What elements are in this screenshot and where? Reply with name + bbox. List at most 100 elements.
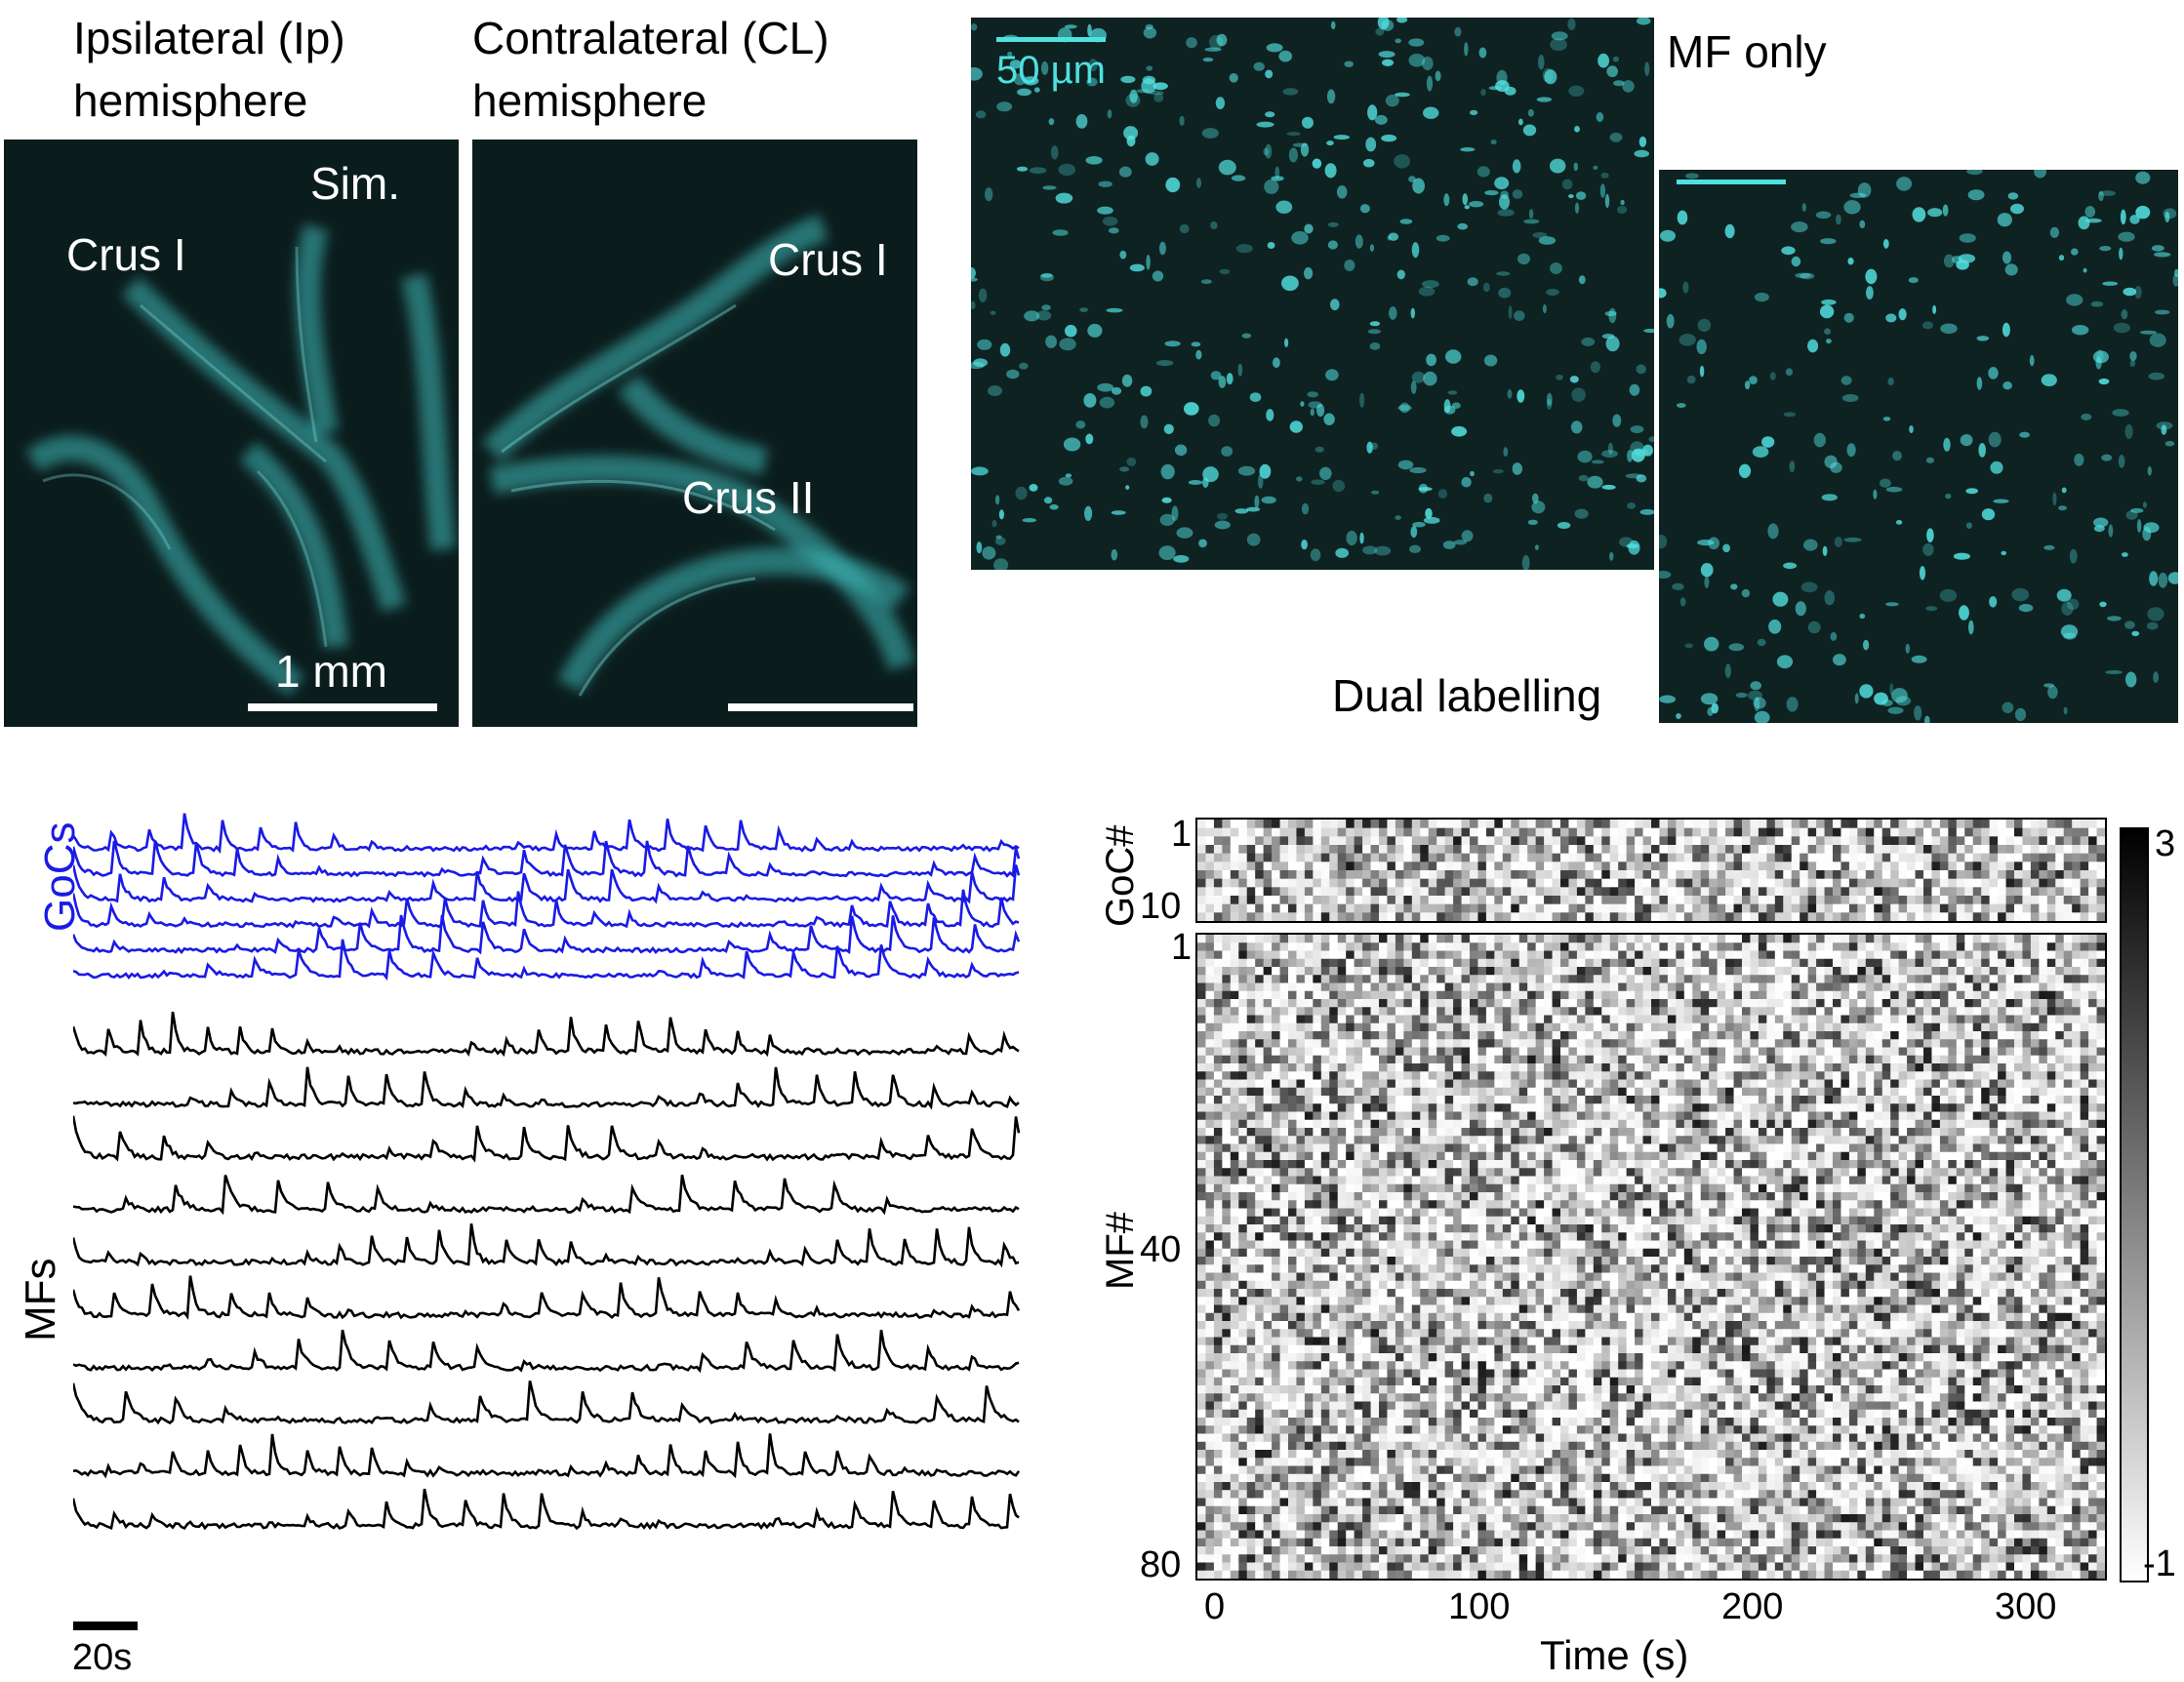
mf-heat-cell [1197, 1055, 1207, 1064]
mf-heat-cell [2080, 1047, 2089, 1057]
mf-bouton [996, 101, 1013, 112]
mf-heat-cell [1354, 942, 1363, 952]
labelled-cell [1939, 588, 1958, 602]
mf-heat-cell [1354, 982, 1363, 992]
mf-heat-cell [1346, 990, 1355, 1000]
goc-heat-cell [1898, 820, 1908, 829]
goc-heat-cell [1840, 845, 1850, 855]
goc-heat-cell [1593, 836, 1602, 846]
mf-heat-cell [1222, 958, 1232, 968]
mf-heat-cell [2072, 967, 2082, 976]
mf-heat-cell [1766, 1071, 1776, 1081]
mf-heat-cell [1387, 1111, 1396, 1121]
goc-heat-cell [1816, 853, 1826, 862]
mf-heat-cell [1403, 1087, 1413, 1097]
mf-heat-cell [1461, 1031, 1471, 1040]
goc-heat-cell [1750, 887, 1759, 897]
goc-heat-cell [1989, 896, 1999, 905]
mf-heat-cell [1485, 1136, 1495, 1145]
mf-heat-cell [2063, 982, 2073, 992]
mf-heat-cell [1750, 1063, 1759, 1072]
mf-heat-cell [1956, 1047, 1965, 1057]
mf-heat-cell [2014, 967, 2024, 976]
labelled-cell [1874, 692, 1888, 705]
goc-heat-cell [1354, 836, 1363, 846]
mf-bouton [1304, 223, 1314, 234]
mf-heat-cell [1395, 958, 1404, 968]
goc-heat-cell [1931, 870, 1941, 880]
goc-heat-cell [1766, 887, 1776, 897]
goc-heat-cell [1246, 845, 1256, 855]
mf-heat-cell [1848, 1103, 1858, 1113]
goc-heat-cell [1329, 861, 1339, 871]
mf-heat-cell [1428, 1096, 1437, 1104]
mf-heat-cell [1676, 950, 1685, 960]
mf-heat-cell [1379, 1136, 1389, 1145]
mf-heat-cell [1667, 1007, 1677, 1017]
goc-heat-cell [1692, 853, 1702, 862]
mf-heat-cell [1593, 958, 1602, 968]
mf-heat-cell [1626, 1143, 1636, 1153]
mf-heat-cell [1346, 999, 1355, 1008]
labelled-cell [1922, 542, 1934, 556]
goc-heat-cell [1428, 836, 1437, 846]
mf-bouton [1369, 244, 1374, 252]
mf-bouton [1443, 405, 1456, 415]
mf-bouton [1437, 489, 1447, 499]
mf-heat-cell [1733, 958, 1743, 968]
mf-heat-cell [1420, 950, 1430, 960]
mf-heat-cell [1238, 1087, 1248, 1097]
mf-heat-cell [1766, 935, 1776, 943]
mf-heat-cell [1494, 1111, 1504, 1121]
mf-heat-cell [1709, 975, 1719, 984]
goc-heat-cell [1246, 827, 1256, 837]
mf-heat-cell [1758, 1039, 1767, 1049]
mf-bouton [1022, 518, 1036, 523]
mf-heat-cell [1535, 1087, 1545, 1097]
mf-heat-cell [1667, 935, 1677, 943]
goc-heat-cell [1420, 827, 1430, 837]
mf-heat-cell [2055, 990, 2065, 1000]
mf-heat-cell [1874, 1022, 1883, 1032]
mf-heat-cell [1272, 1103, 1281, 1113]
mf-heat-cell [1395, 982, 1404, 992]
goc-heat-cell [1981, 878, 1991, 888]
mf-heat-cell [2096, 1096, 2105, 1104]
goc-heat-cell [1453, 861, 1463, 871]
mf-heat-cell [1683, 958, 1693, 968]
mf-heat-cell [1700, 1071, 1710, 1081]
mf-heat-cell [1337, 1015, 1347, 1024]
mf-heat-cell [1272, 935, 1281, 943]
mf-bouton [1023, 76, 1039, 86]
labelled-cell [1895, 696, 1912, 706]
mf-heat-cell [1635, 1022, 1644, 1032]
goc-heat-cell [1874, 878, 1883, 888]
mf-heat-cell [1700, 990, 1710, 1000]
labelled-cell [1830, 631, 1838, 641]
mf-heat-cell [1255, 1119, 1265, 1129]
mf-heat-cell [1552, 1136, 1561, 1145]
mf-heat-cell [1833, 1087, 1842, 1097]
mf-heat-cell [1865, 1111, 1875, 1121]
mf-heat-cell [1931, 1143, 1941, 1153]
mf-heat-cell [1329, 1096, 1339, 1104]
goc-heat-cell [1659, 853, 1669, 862]
mf-heat-cell [1890, 1111, 1900, 1121]
mf-heat-cell [1642, 1111, 1652, 1121]
mf-heat-cell [1915, 982, 1924, 992]
goc-heat-cell [1807, 878, 1817, 888]
mf-heat-cell [1989, 1143, 1999, 1153]
goc-heat-cell [1411, 861, 1421, 871]
mf-heat-cell [1865, 1079, 1875, 1089]
mf-heat-cell [1742, 942, 1752, 952]
goc-heat-cell [1576, 836, 1586, 846]
labelled-cell [2056, 588, 2072, 602]
mf-heat-cell [1213, 1007, 1223, 1017]
labelled-cell [2058, 505, 2067, 511]
mf-bouton [1259, 463, 1272, 479]
mf-bouton [1532, 232, 1548, 239]
goc-heat-cell [1502, 861, 1512, 871]
mf-bouton [1362, 158, 1375, 168]
mf-heat-cell [1346, 1103, 1355, 1113]
mf-heat-cell [1568, 1128, 1578, 1137]
